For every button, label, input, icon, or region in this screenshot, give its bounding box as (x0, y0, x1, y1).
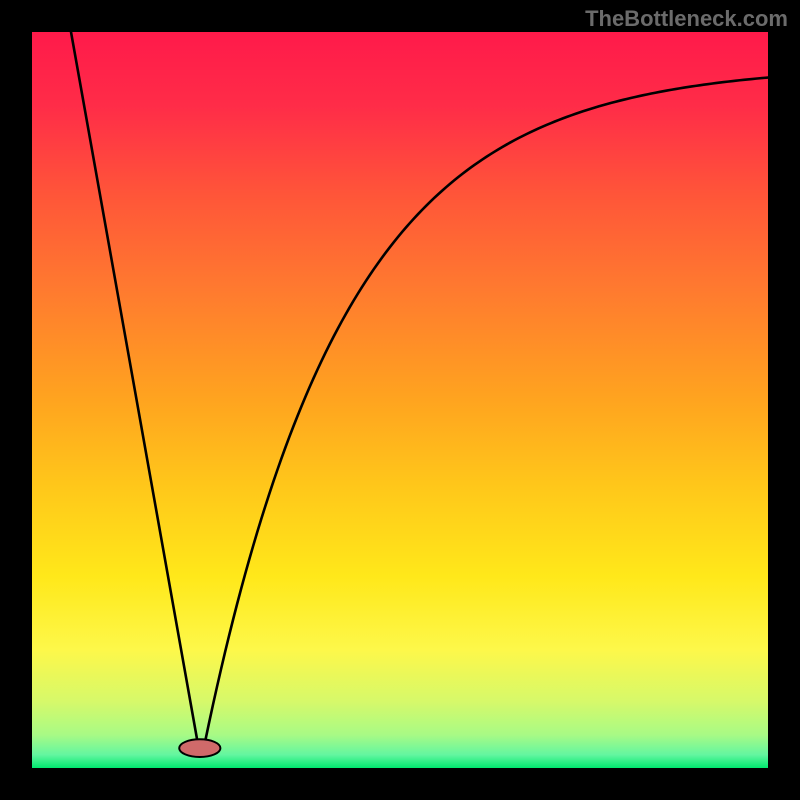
watermark-text: TheBottleneck.com (585, 6, 788, 32)
plot-area (32, 32, 768, 768)
chart-frame: TheBottleneck.com (0, 0, 800, 800)
curve-layer (32, 32, 768, 768)
minimum-marker (179, 739, 220, 757)
right-curve-line (205, 78, 768, 743)
left-curve-line (71, 32, 198, 742)
